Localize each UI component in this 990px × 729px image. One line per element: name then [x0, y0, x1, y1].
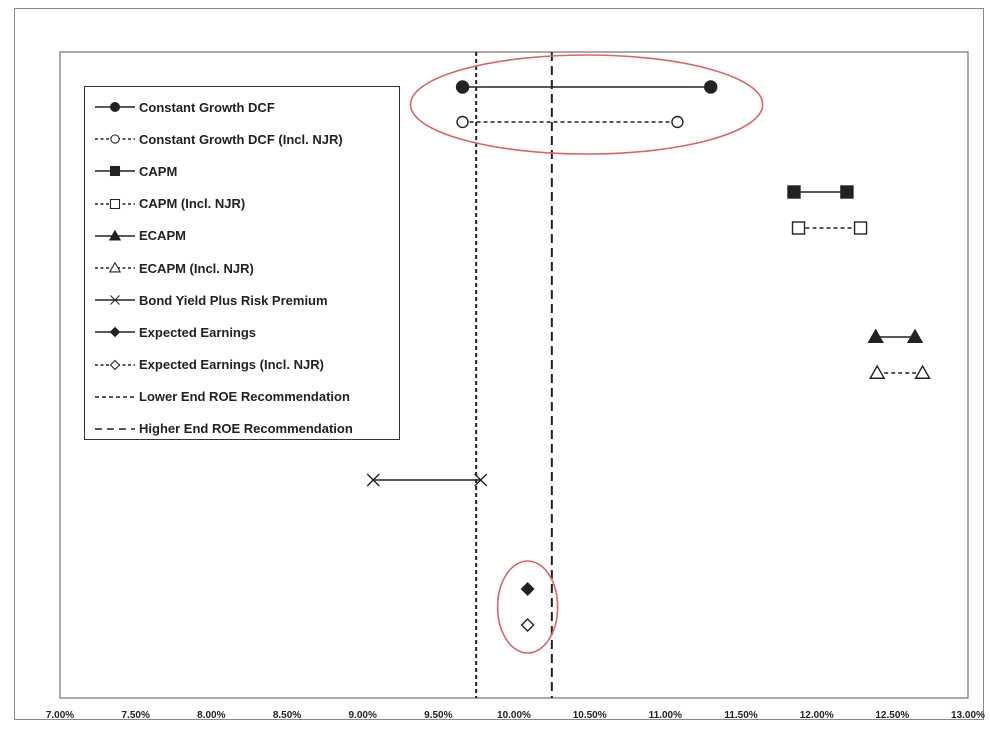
x-axis: 7.00% 7.50% 8.00% 8.50% 9.00% 9.50% 10.00% 10.5…	[46, 710, 985, 721]
legend-item: ECAPM	[91, 220, 399, 252]
highlight-ellipse	[496, 560, 559, 654]
highlight-ellipse	[409, 54, 764, 155]
legend-label: Constant Growth DCF (Incl. NJR)	[139, 131, 343, 147]
series-capm-incl-njr	[791, 221, 868, 235]
low-point	[455, 80, 470, 94]
series-capm	[787, 185, 854, 199]
high-point	[914, 364, 931, 379]
legend-symbol	[95, 428, 135, 430]
series-expected-earnings-incl-njr	[520, 618, 535, 632]
low-point	[791, 221, 806, 235]
legend-marker	[109, 102, 121, 113]
x-tick-label: 8.50%	[273, 710, 301, 721]
low-point	[787, 185, 801, 199]
legend-label: Lower End ROE Recommendation	[139, 389, 350, 405]
legend-label: Expected Earnings (Incl. NJR)	[139, 357, 324, 373]
x-tick-label: 11.00%	[649, 710, 682, 721]
series-group	[366, 80, 931, 632]
chart-frame	[14, 8, 984, 720]
x-tick-label: 10.50%	[573, 710, 607, 721]
x-tick-label: 9.50%	[424, 710, 452, 721]
high-point	[704, 80, 718, 94]
legend-marker	[110, 295, 120, 306]
legend: Constant Growth DCF Constant Growth DCF (…	[84, 86, 400, 440]
legend-symbol	[95, 395, 135, 398]
legend-item: CAPM (Incl. NJR)	[91, 188, 399, 220]
legend-marker	[109, 327, 121, 338]
legend-symbol	[95, 166, 135, 177]
x-tick-label: 8.00%	[197, 710, 225, 721]
legend-symbol	[95, 134, 135, 144]
legend-marker	[108, 229, 122, 241]
high-point	[474, 473, 488, 487]
legend-label: Higher End ROE Recommendation	[139, 421, 353, 437]
legend-label: Constant Growth DCF	[139, 99, 275, 115]
legend-item: Lower End ROE Recommendation	[91, 381, 399, 413]
legend-symbol	[95, 359, 135, 370]
low-point	[868, 364, 886, 379]
legend-symbol	[95, 261, 135, 273]
high-point	[671, 115, 684, 129]
x-tick-label: 11.50%	[724, 710, 757, 721]
legend-item: Expected Earnings (Incl. NJR)	[91, 349, 399, 381]
legend-item: Higher End ROE Recommendation	[91, 413, 399, 445]
legend-symbol	[95, 102, 135, 113]
legend-symbol	[95, 327, 135, 338]
data-point	[520, 618, 535, 632]
high-point	[840, 185, 854, 199]
legend-symbol	[95, 229, 135, 241]
legend-item: Constant Growth DCF	[91, 91, 399, 123]
x-tick-label: 9.00%	[348, 710, 376, 721]
high-point	[853, 221, 868, 235]
legend-item: Expected Earnings	[91, 316, 399, 348]
x-tick-label: 7.00%	[46, 710, 74, 721]
legend-item: ECAPM (Incl. NJR)	[91, 252, 399, 284]
legend-marker	[109, 166, 121, 177]
high-point	[906, 328, 924, 343]
highlight-circles	[409, 54, 764, 654]
legend-label: ECAPM	[139, 228, 186, 244]
legend-marker	[109, 198, 121, 209]
legend-item: Constant Growth DCF (Incl. NJR)	[91, 123, 399, 155]
legend-symbol	[95, 198, 135, 209]
legend-symbol	[95, 295, 135, 306]
series-constant-growth-dcf	[455, 80, 718, 94]
x-tick-label: 10.00%	[497, 710, 531, 721]
low-point	[867, 328, 884, 343]
low-point	[456, 115, 469, 129]
legend-marker	[110, 134, 120, 144]
series-ecapm	[867, 328, 924, 343]
legend-label: CAPM	[139, 163, 178, 179]
legend-label: Bond Yield Plus Risk Premium	[139, 292, 328, 308]
data-point	[520, 582, 535, 596]
legend-marker	[109, 359, 121, 370]
legend-label: CAPM (Incl. NJR)	[139, 196, 246, 212]
reference-lines	[475, 52, 553, 698]
legend-item: Bond Yield Plus Risk Premium	[91, 284, 399, 316]
low-point	[366, 473, 380, 487]
legend-item: CAPM	[91, 155, 399, 187]
x-tick-label: 12.50%	[875, 710, 909, 721]
plot-area	[59, 51, 969, 699]
legend-label: ECAPM (Incl. NJR)	[139, 260, 254, 276]
series-ecapm-incl-njr	[868, 364, 931, 379]
legend-label: Expected Earnings	[139, 324, 257, 340]
x-tick-label: 12.00%	[800, 710, 834, 721]
legend-marker	[108, 261, 122, 273]
series-constant-growth-dcf-incl-njr	[456, 115, 684, 129]
series-bond-yield-plus-risk-premium	[366, 473, 488, 487]
x-tick-label: 13.00%	[951, 710, 985, 721]
x-tick-label: 7.50%	[121, 710, 149, 721]
series-expected-earnings	[520, 582, 535, 596]
